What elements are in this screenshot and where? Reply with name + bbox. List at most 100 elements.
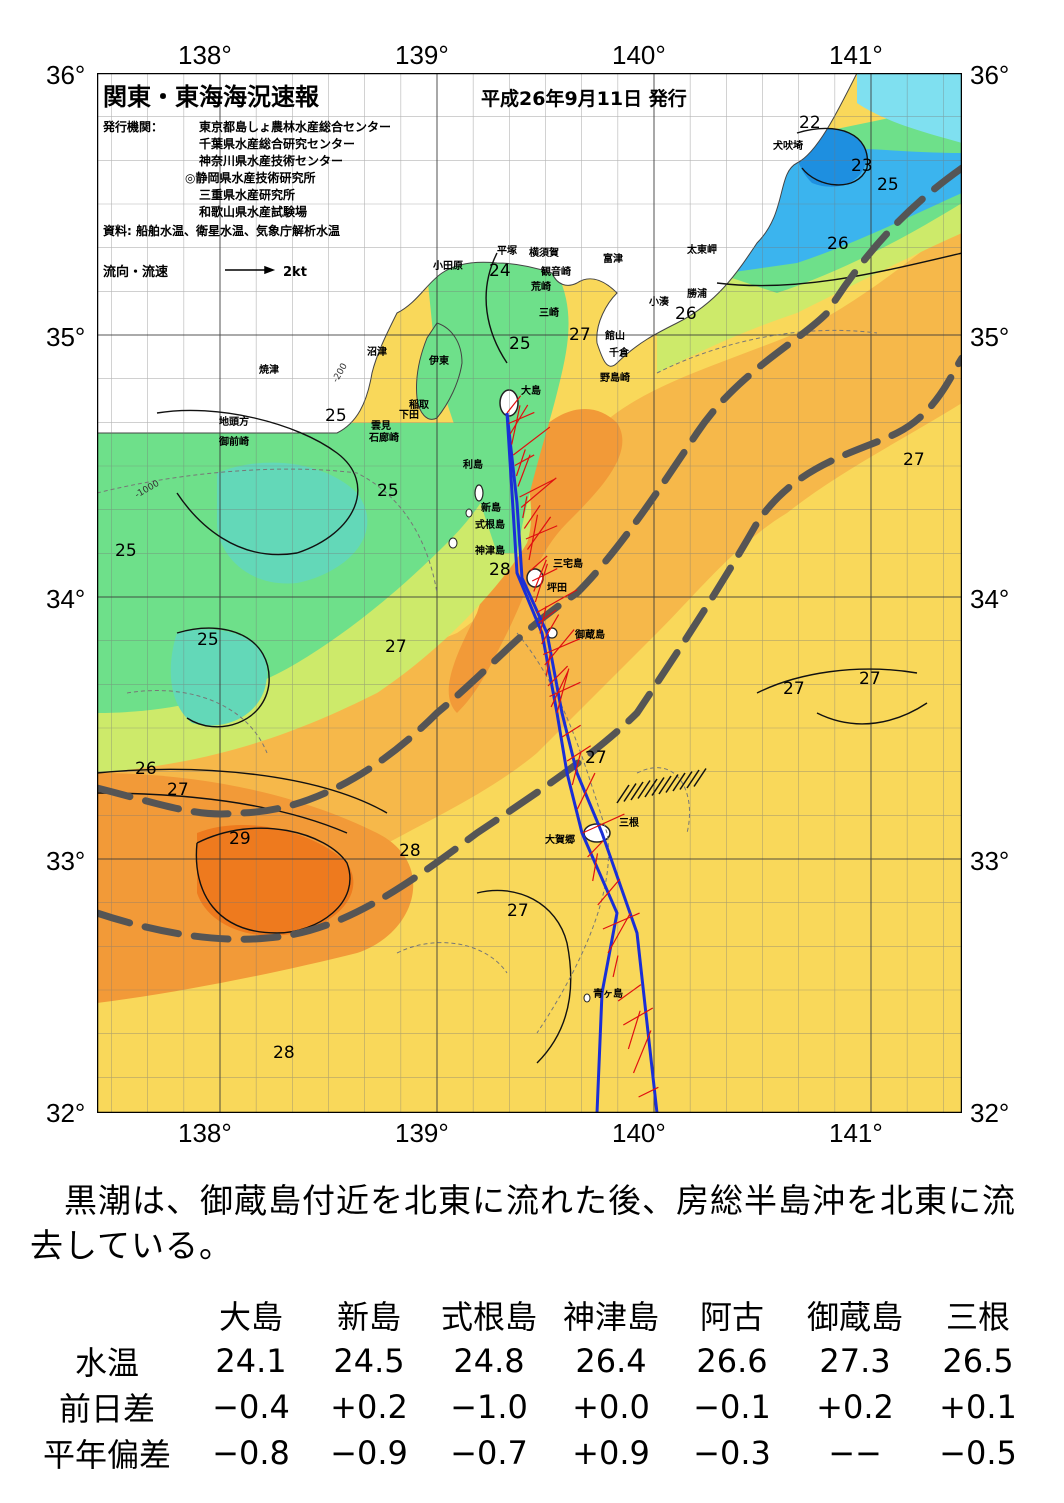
iso-label-29: 29 — [229, 829, 251, 849]
place-inubozaki: 犬吠埼 — [773, 139, 803, 152]
iso-label-23: 23 — [851, 156, 873, 176]
current-vector — [511, 405, 521, 445]
place-ito: 伊東 — [428, 354, 449, 367]
place-tateyama: 館山 — [604, 329, 625, 342]
table-row: 平年偏差 −0.8 −0.9 −0.7 +0.9 −0.3 −− −0.5 — [22, 1430, 1038, 1476]
col-mikurajima: 御蔵島 — [806, 1298, 903, 1336]
current-vector — [602, 912, 640, 930]
kuroshio-description: 黒潮は、御蔵島付近を北東に流れた後、房総半島沖を北東に流去している。 — [30, 1181, 1016, 1265]
island-kozushima — [448, 537, 458, 549]
iso-label-28-south: 28 — [273, 1043, 295, 1063]
place-arasaki: 荒崎 — [530, 280, 551, 293]
current-vector — [576, 772, 596, 810]
current-vector — [549, 681, 581, 698]
lat-label-right-36: 36° — [970, 60, 1010, 90]
current-vector — [525, 525, 558, 540]
lon-label-top-139: 139° — [395, 40, 449, 70]
current-vector — [607, 912, 631, 954]
survey-routes — [505, 412, 659, 1113]
current-vector — [545, 653, 551, 676]
lon-label-bottom-139: 139° — [395, 1118, 449, 1148]
current-vector — [514, 454, 535, 467]
iso-label-26-boso: 26 — [675, 304, 697, 324]
place-oshima: 大島 — [521, 384, 541, 397]
cell: −− — [828, 1434, 882, 1472]
lon-label-bottom-138: 138° — [178, 1118, 232, 1148]
iso-label-25-c: 25 — [115, 541, 137, 561]
current-vector — [582, 813, 625, 834]
cell: +0.1 — [939, 1388, 1017, 1426]
place-kominato: 小湊 — [648, 295, 670, 308]
place-numazu: 沼津 — [367, 345, 387, 358]
current-vector — [616, 784, 630, 804]
sea-23-zone — [727, 148, 962, 273]
place-miyakejima: 三宅島 — [553, 557, 583, 570]
cell: +0.9 — [572, 1434, 650, 1472]
island-aogashima — [583, 993, 591, 1003]
current-vector — [520, 477, 557, 508]
current-vector — [592, 853, 599, 882]
flow-scale-arrow — [225, 265, 276, 275]
current-vector — [617, 984, 642, 1002]
table-row: 水温 24.1 24.5 24.8 26.4 26.6 27.3 26.5 — [22, 1338, 1038, 1384]
current-vector — [528, 514, 539, 561]
lat-label-left-35: 35° — [46, 322, 86, 352]
place-futtsu: 富津 — [603, 252, 623, 265]
current-vector — [536, 589, 578, 614]
lat-label-right-33: 33° — [970, 846, 1010, 876]
table-row: 前日差 −0.4 +0.2 −1.0 +0.0 −0.1 +0.2 +0.1 — [22, 1384, 1038, 1430]
current-vector — [556, 668, 570, 714]
lon-label-bottom-140: 140° — [612, 1118, 666, 1148]
iso-label-25-a: 25 — [325, 406, 347, 426]
lat-label-right-32: 32° — [970, 1098, 1010, 1128]
place-taitomisaki: 太東岬 — [686, 243, 717, 256]
iso-label-24: 24 — [489, 261, 511, 281]
iso-label-25-sagami: 25 — [509, 334, 531, 354]
current-vector — [672, 772, 686, 792]
current-vector — [637, 780, 651, 799]
cell: +0.2 — [816, 1388, 894, 1426]
current-vector — [506, 395, 522, 414]
place-okago: 大賀郷 — [545, 833, 575, 846]
current-vector — [632, 1030, 652, 1074]
iso-label-22: 22 — [799, 113, 821, 133]
iso-label-27-c: 27 — [783, 679, 805, 699]
iso-label-28-mid: 28 — [399, 841, 421, 861]
place-yaizu: 焼津 — [259, 363, 279, 376]
current-vector — [538, 609, 557, 624]
place-chikura: 千倉 — [609, 346, 630, 359]
lon-label-bottom-141: 141° — [829, 1118, 883, 1148]
table-header-blank — [22, 1292, 192, 1338]
lat-label-right-34: 34° — [970, 584, 1010, 614]
current-vector — [533, 559, 547, 592]
place-shikinejima: 式根島 — [475, 518, 505, 531]
iso-label-25-d: 25 — [197, 630, 219, 650]
issuer-2: 千葉県水産総合研究センター — [199, 136, 355, 151]
current-vector — [627, 1010, 641, 1050]
current-vector — [523, 504, 541, 529]
lat-lon-grid-major — [97, 73, 962, 1113]
iso-label-25-ne: 25 — [877, 175, 899, 195]
lat-label-left-36: 36° — [46, 60, 86, 90]
cell: 26.6 — [696, 1342, 768, 1380]
sea-24-zone-b — [170, 629, 267, 726]
iso-label-25-b: 25 — [377, 481, 399, 501]
iso-label-27-south: 27 — [507, 901, 529, 921]
iso-label-28-kozu: 28 — [489, 560, 511, 580]
iso-label-27-d: 27 — [859, 669, 881, 689]
col-kozushima: 神津島 — [562, 1298, 659, 1336]
isotherm-lines — [97, 127, 962, 1064]
current-vector — [509, 404, 529, 435]
current-vectors-black — [616, 768, 707, 804]
current-vector — [526, 516, 552, 550]
current-vectors — [506, 395, 659, 1098]
place-katsuura: 勝浦 — [687, 287, 707, 300]
current-vector — [679, 771, 693, 790]
col-shikinejima: 式根島 — [440, 1298, 537, 1336]
issuer-6: 和歌山県水産試験場 — [198, 204, 307, 219]
cell: 24.1 — [215, 1342, 287, 1380]
iso-label-27-a: 27 — [903, 450, 925, 470]
col-mine: 三根 — [945, 1298, 1010, 1336]
iso-label-27-sagami: 27 — [569, 325, 591, 345]
place-inatori: 稲取 — [409, 398, 430, 411]
